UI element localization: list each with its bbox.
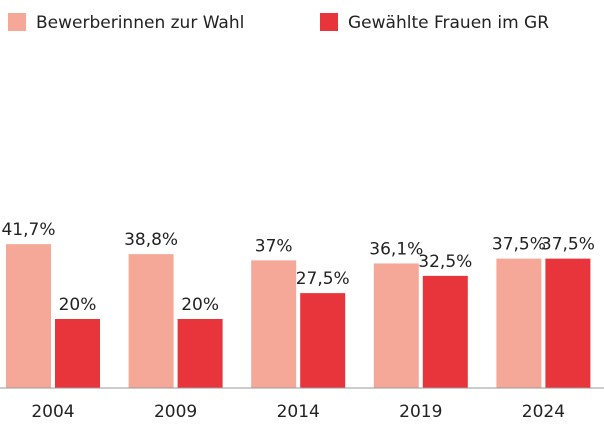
value-label: 38,8% [124,230,178,250]
value-label: 37,5% [492,235,546,255]
legend-swatch [8,13,26,31]
bar [177,319,223,388]
x-tick-label: 2024 [522,402,565,422]
value-label: 32,5% [418,252,472,272]
bar [55,319,100,388]
value-label: 41,7% [1,220,55,240]
value-label: 20% [181,295,219,315]
bar [373,263,419,388]
value-label: 20% [59,295,97,315]
bar [128,254,174,388]
bar [545,258,591,388]
bar [422,275,468,388]
legend-label: Bewerberinnen zur Wahl [36,13,244,33]
bar [6,244,51,388]
value-label: 27,5% [296,269,350,289]
x-tick-label: 2019 [399,402,442,422]
value-label: 37,5% [541,235,595,255]
legend-swatch [320,13,338,31]
bar [496,258,542,388]
x-tick-label: 2009 [154,402,197,422]
value-label: 36,1% [369,239,423,259]
bar [300,293,346,388]
value-label: 37% [255,236,293,256]
legend-label: Gewählte Frauen im GR [348,13,549,33]
bar [251,260,297,388]
x-tick-label: 2014 [277,402,320,422]
x-tick-label: 2004 [31,402,74,422]
